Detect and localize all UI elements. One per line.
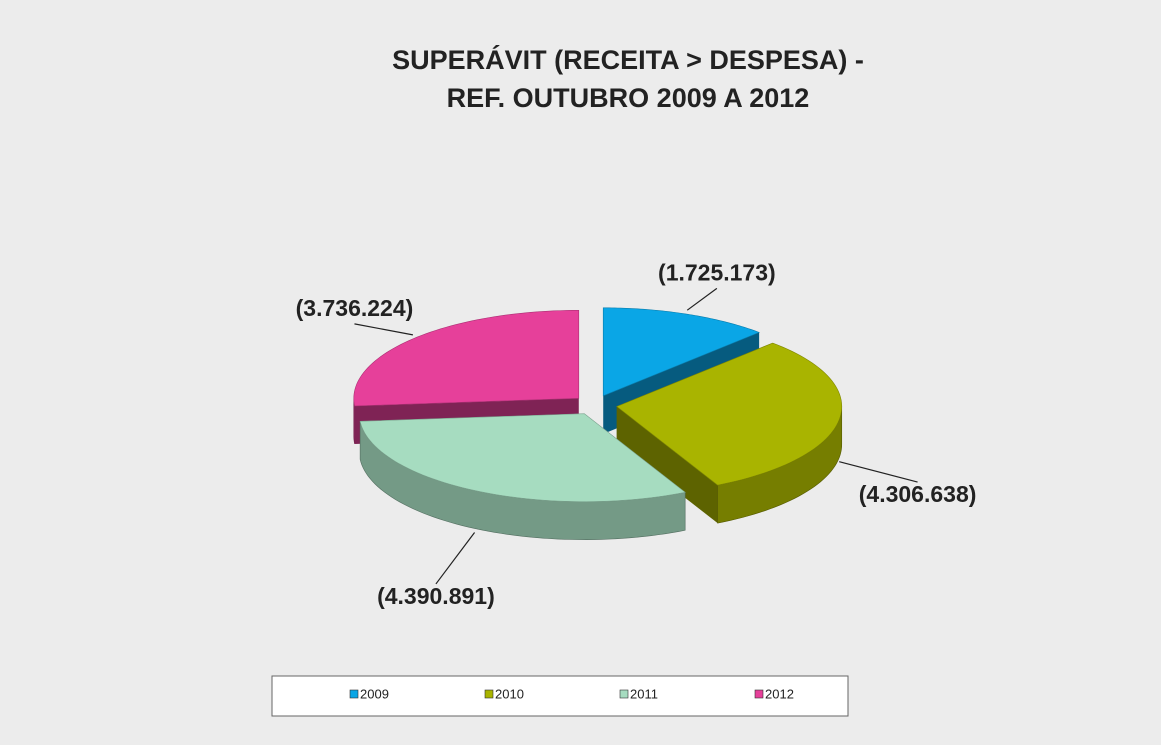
data-label: (4.306.638): [859, 481, 977, 507]
leader-line: [839, 461, 918, 483]
legend-label: 2009: [360, 686, 389, 701]
data-label: (1.725.173): [658, 259, 776, 285]
slice-top: [602, 307, 760, 397]
pie-slice: [616, 342, 843, 524]
leader-line: [354, 323, 414, 336]
slice-top: [353, 310, 580, 407]
legend-swatch: [484, 689, 494, 699]
legend-swatch: [619, 689, 629, 699]
data-label: (3.736.224): [296, 295, 414, 321]
legend-label: 2010: [495, 686, 524, 701]
legend-swatch: [349, 689, 359, 699]
legend-label: 2012: [765, 686, 794, 701]
chart-title: SUPERÁVIT (RECEITA > DESPESA) -: [392, 44, 864, 75]
legend-label: 2011: [630, 686, 658, 701]
slice-top: [616, 342, 843, 486]
data-label: (4.390.891): [377, 583, 495, 609]
slice-wall: [616, 406, 718, 524]
legend-box: [271, 675, 849, 717]
leader-line: [686, 287, 718, 311]
slice-top: [359, 413, 686, 502]
chart-title: REF. OUTUBRO 2009 A 2012: [447, 83, 810, 113]
legend-swatch: [754, 689, 764, 699]
leader-line: [435, 532, 476, 585]
pie-slice: [359, 413, 686, 540]
